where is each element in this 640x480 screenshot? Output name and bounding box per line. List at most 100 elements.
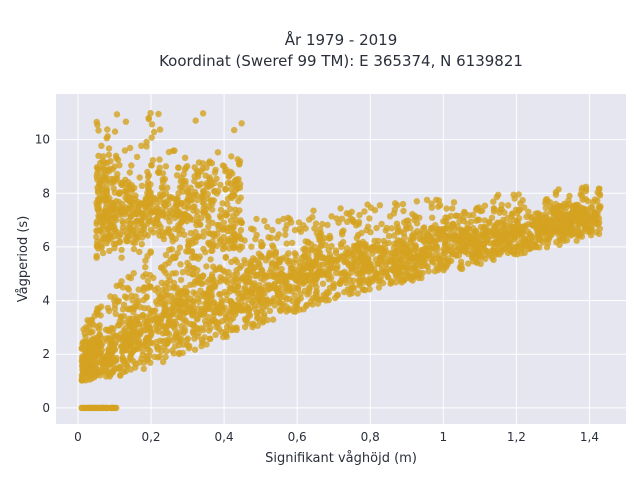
data-point	[422, 262, 430, 269]
data-point	[135, 286, 142, 293]
data-point	[383, 261, 390, 268]
data-point	[95, 325, 103, 333]
data-point	[533, 243, 540, 250]
chart-title-line-2: Koordinat (Sweref 99 TM): E 365374, N 61…	[159, 52, 523, 70]
data-point	[343, 251, 350, 259]
data-point	[407, 224, 414, 232]
data-point	[111, 163, 118, 170]
data-point	[413, 254, 420, 261]
data-point	[98, 142, 105, 149]
data-point	[198, 280, 206, 287]
data-point	[548, 230, 555, 238]
data-point	[199, 272, 206, 280]
data-point	[127, 337, 135, 345]
data-point	[254, 322, 261, 329]
data-point	[135, 337, 142, 344]
data-point	[159, 358, 167, 366]
data-point	[171, 147, 178, 154]
data-point	[178, 291, 185, 299]
data-point	[205, 291, 213, 298]
data-point	[227, 205, 234, 213]
data-point	[112, 176, 120, 183]
data-point	[547, 203, 554, 210]
data-point	[288, 219, 295, 226]
data-point	[312, 295, 319, 302]
data-point	[217, 214, 225, 221]
data-point	[214, 149, 222, 156]
data-point	[356, 282, 363, 289]
data-point	[156, 337, 164, 344]
data-point	[472, 206, 480, 213]
data-point	[311, 225, 318, 232]
data-point	[208, 247, 215, 254]
data-point	[176, 230, 183, 238]
data-point	[236, 243, 243, 250]
data-point	[543, 196, 550, 203]
data-point	[475, 250, 483, 257]
data-point	[145, 283, 153, 290]
data-point	[171, 295, 178, 302]
data-point	[291, 226, 299, 234]
data-point	[262, 272, 269, 279]
data-point	[314, 300, 322, 307]
data-point	[136, 248, 143, 256]
data-point	[453, 212, 460, 219]
data-point	[175, 308, 182, 315]
data-point	[279, 300, 286, 308]
data-point	[212, 166, 219, 174]
data-point	[433, 262, 440, 270]
data-point	[416, 235, 423, 243]
data-point	[283, 296, 290, 303]
data-point	[124, 357, 131, 364]
data-point	[222, 277, 229, 284]
data-point	[127, 274, 135, 282]
data-point	[558, 202, 565, 210]
data-point	[383, 224, 390, 232]
data-point	[169, 337, 176, 344]
data-point	[91, 312, 98, 319]
data-point	[269, 316, 277, 323]
data-point	[258, 287, 265, 295]
data-point	[504, 236, 512, 244]
data-point	[143, 313, 150, 321]
data-point	[162, 163, 170, 170]
data-point	[142, 210, 150, 217]
data-point	[215, 319, 222, 327]
data-point	[400, 207, 407, 215]
data-point	[438, 236, 445, 243]
data-point	[149, 208, 156, 216]
data-point	[218, 328, 225, 336]
data-point	[154, 210, 162, 217]
data-point	[119, 343, 126, 350]
data-point	[232, 301, 240, 309]
data-point	[91, 354, 98, 361]
data-point	[220, 219, 227, 226]
data-point	[353, 234, 360, 242]
data-point	[526, 230, 533, 238]
data-point	[321, 234, 328, 242]
data-point	[334, 257, 341, 264]
data-point	[278, 265, 285, 273]
data-point	[200, 233, 207, 240]
data-point	[93, 371, 101, 378]
data-point	[371, 272, 378, 280]
data-point	[105, 151, 113, 159]
data-point	[200, 187, 207, 195]
data-point	[211, 309, 218, 317]
data-point	[248, 243, 255, 250]
data-point	[283, 240, 290, 247]
data-point	[231, 308, 238, 315]
y-axis-ticks: 0 2 4 6 8 10	[35, 133, 50, 415]
data-point	[482, 255, 489, 263]
data-point	[232, 182, 239, 190]
data-point	[258, 294, 266, 302]
data-point	[500, 219, 507, 227]
data-point	[236, 161, 243, 168]
data-point	[375, 284, 383, 291]
data-point	[212, 266, 219, 273]
data-point	[128, 292, 135, 299]
data-point	[203, 164, 210, 171]
data-point	[310, 207, 317, 214]
data-point	[194, 325, 201, 332]
data-point	[328, 242, 335, 250]
